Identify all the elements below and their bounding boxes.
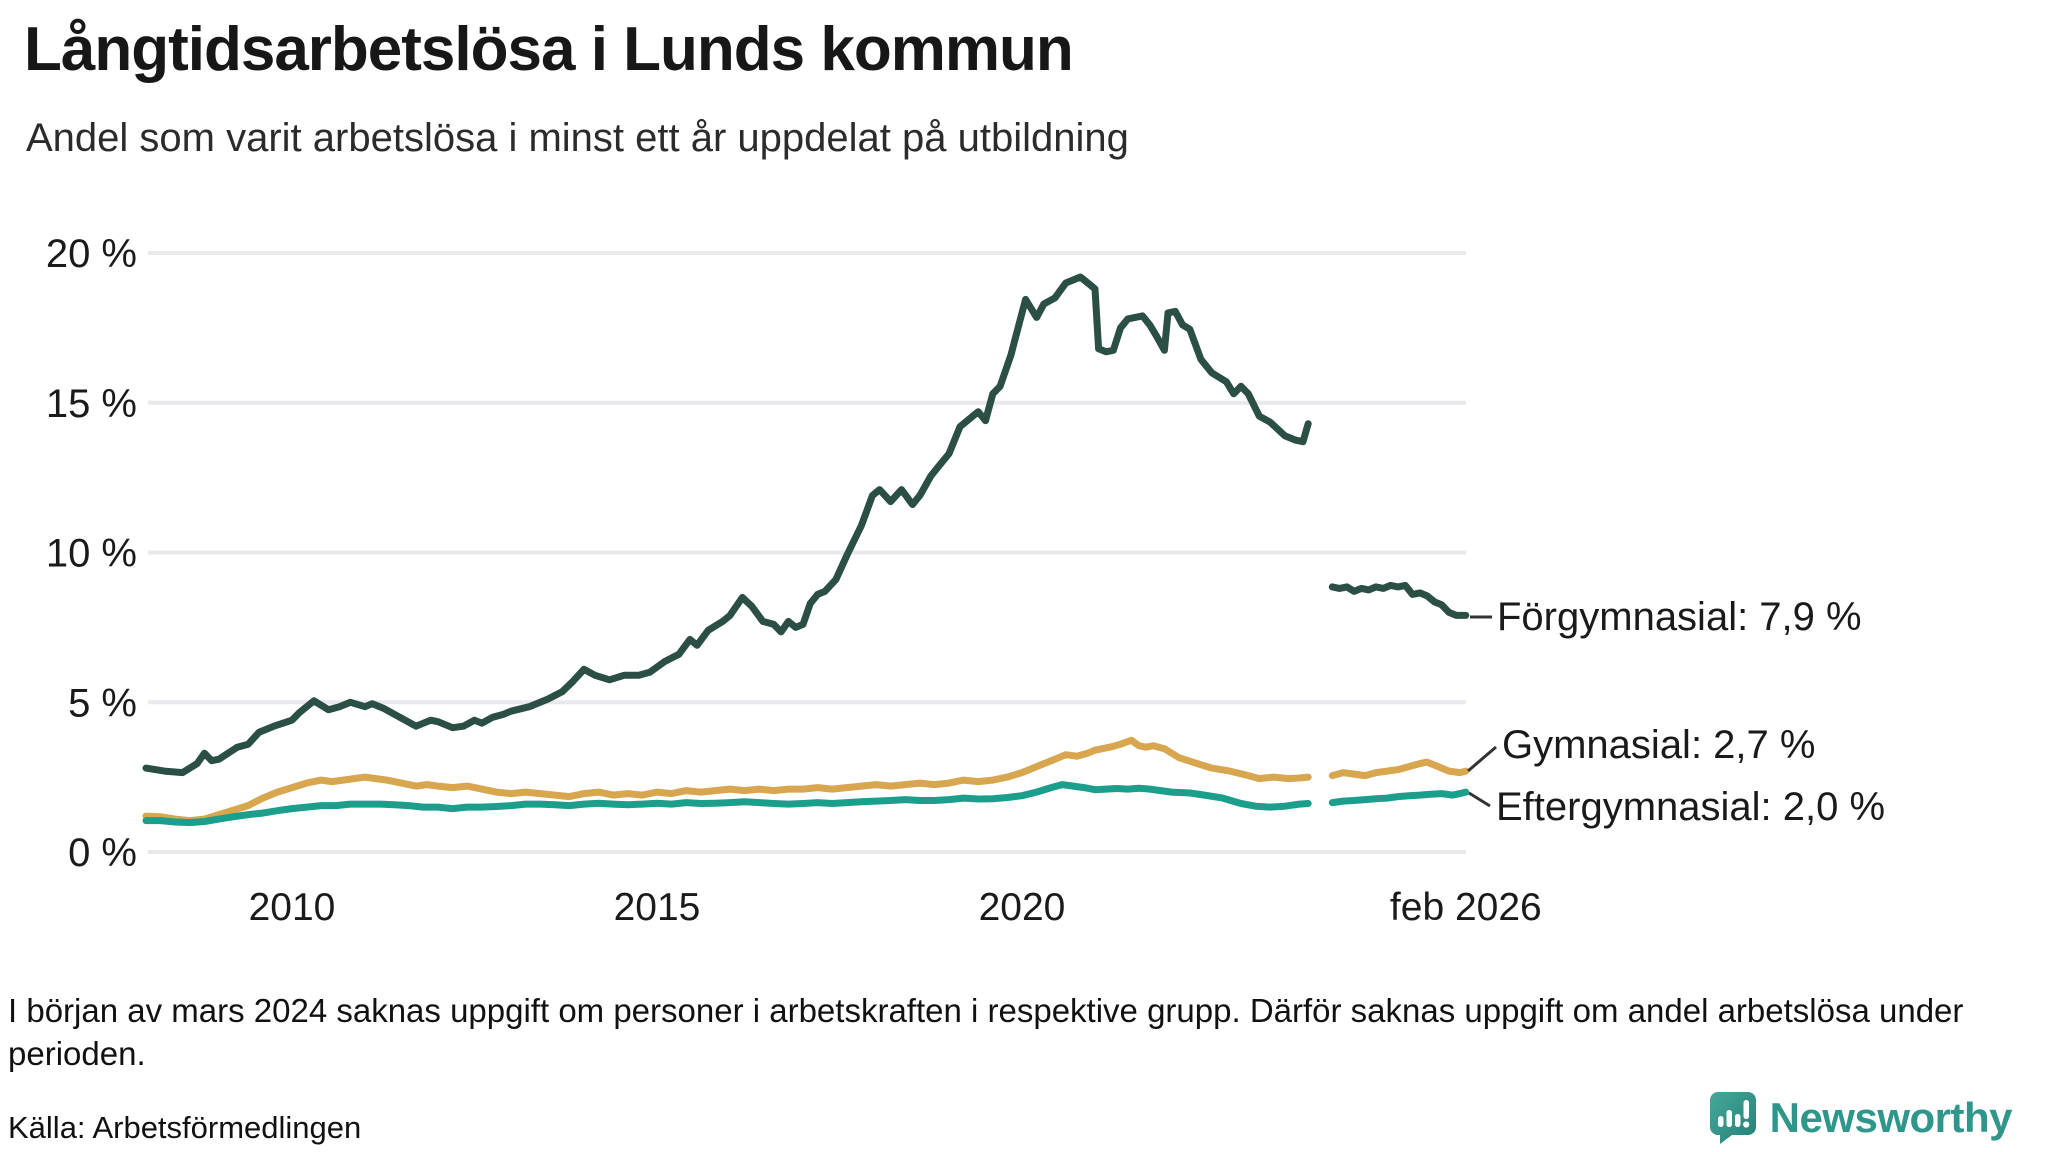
series-label-gymnasial: Gymnasial: 2,7 %: [1502, 723, 1816, 767]
series-line-eftergymnasial: [142, 781, 1312, 827]
y-tick-label: 20 %: [46, 232, 137, 276]
series-line-forgymnasial: [142, 273, 1312, 777]
x-tick-label: 2010: [249, 886, 336, 929]
series-line-forgymnasial: [1328, 581, 1470, 619]
series-line-eftergymnasial: [1328, 788, 1470, 807]
series-label-eftergymnasial: Eftergymnasial: 2,0 %: [1496, 785, 1886, 829]
series-label-forgymnasial: Förgymnasial: 7,9 %: [1497, 595, 1862, 639]
footnote: I början av mars 2024 saknas uppgift om …: [8, 992, 1964, 1072]
page-subtitle: Andel som varit arbetslösa i minst ett å…: [26, 116, 1129, 160]
x-tick-label: 2015: [614, 886, 701, 929]
newsworthy-logo-icon: [1709, 1092, 1756, 1144]
series-line-gymnasial: [1328, 758, 1470, 780]
y-tick-label: 0 %: [68, 831, 137, 875]
label-connector: [1467, 745, 1497, 773]
x-tick-label: 2020: [979, 886, 1066, 929]
source-note: Källa: Arbetsförmedlingen: [8, 1110, 362, 1145]
newsworthy-logo-text: Newsworthy: [1769, 1094, 2013, 1141]
y-tick-label: 5 %: [68, 681, 137, 725]
page-title: Långtidsarbetslösa i Lunds kommun: [24, 15, 1074, 84]
x-tick-label: feb 2026: [1390, 886, 1542, 929]
series-line-gymnasial: [142, 736, 1312, 825]
y-tick-label: 10 %: [46, 532, 137, 576]
label-connector: [1468, 791, 1491, 808]
newsworthy-logo: Newsworthy: [1709, 1092, 2013, 1144]
y-tick-label: 15 %: [46, 382, 137, 426]
